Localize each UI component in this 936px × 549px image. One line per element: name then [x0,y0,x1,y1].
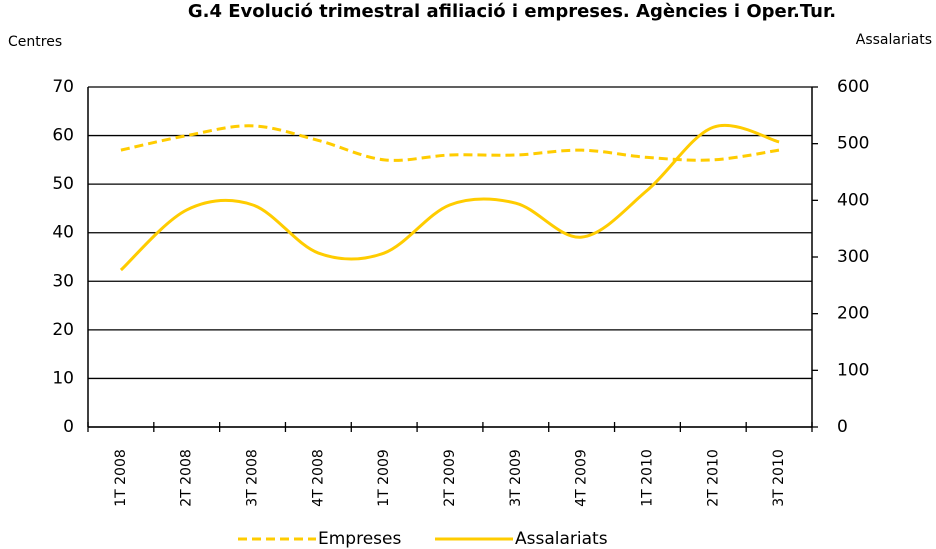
y-tick-label: 20 [52,320,74,340]
x-tick-label: 1T 2008 [113,449,129,507]
x-tick-label: 1T 2010 [639,449,655,507]
y2-tick-label: 300 [837,247,869,267]
y-tick-label: 60 [52,126,74,146]
x-tick-label: 1T 2009 [376,449,392,507]
legend-label: Assalariats [515,529,608,549]
y-axis-title: Centres [8,34,62,50]
x-tick-label: 3T 2008 [245,449,261,507]
x-tick-label: 2T 2008 [179,449,195,507]
x-tick-label: 2T 2009 [442,449,458,507]
y-tick-label: 50 [52,174,74,194]
y-tick-label: 70 [52,77,74,97]
series-line [120,124,780,162]
x-tick-label: 4T 2009 [574,449,590,507]
y2-tick-label: 100 [837,360,869,380]
legend-label: Empreses [318,529,401,549]
x-tick-label: 3T 2009 [508,449,524,507]
y2-tick-label: 0 [837,417,848,437]
y2-tick-label: 500 [837,134,869,154]
x-tick-label: 3T 2010 [771,449,787,507]
x-tick-label: 4T 2008 [310,449,326,507]
y2-axis-title: Assalariats [856,32,932,48]
y2-tick-label: 200 [837,304,869,324]
x-tick-label: 2T 2010 [705,449,721,507]
y2-tick-label: 400 [837,190,869,210]
y-tick-label: 40 [52,223,74,243]
y2-tick-label: 600 [837,77,869,97]
series-line [119,124,780,272]
y-tick-label: 30 [52,271,74,291]
chart-title: G.4 Evolució trimestral afiliació i empr… [188,1,836,22]
y-tick-label: 10 [52,368,74,388]
y-tick-label: 0 [63,417,74,437]
